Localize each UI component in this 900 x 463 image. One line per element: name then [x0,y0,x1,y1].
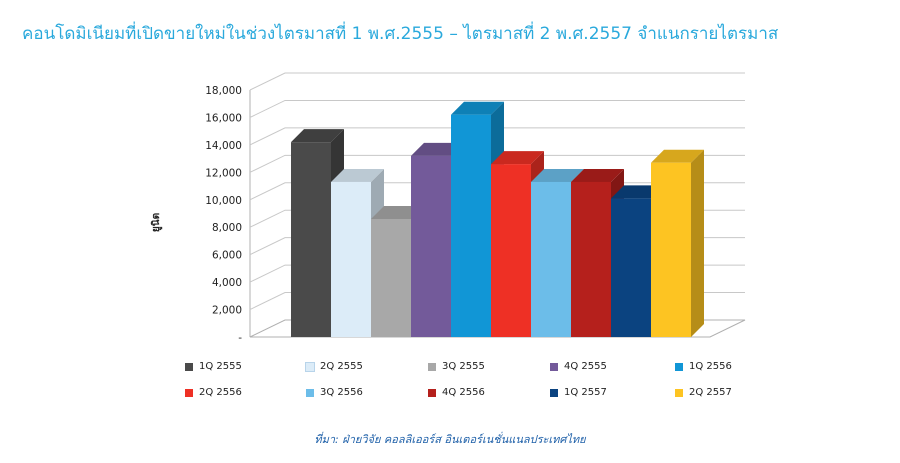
legend-label: 1Q 2555 [199,361,242,372]
y-tick-label: 14,000 [205,140,242,152]
source-note: ที่มา: ฝ่ายวิจัย คอลลิเออร์ส อินเตอร์เนช… [314,433,586,446]
legend-label: 3Q 2555 [442,361,485,372]
bar-side [691,149,704,337]
bar-top [331,168,384,182]
legend-swatch [185,362,193,371]
gridline [249,127,745,146]
bar-top [531,168,584,182]
bar-2q-2556 [491,164,531,337]
legend-item: 1Q 2555 [185,361,242,372]
legend-swatch [428,362,436,371]
legend-item: 3Q 2556 [306,387,363,398]
legend-item: 1Q 2557 [550,387,607,398]
bar-1q-2556 [451,114,491,337]
legend-swatch [550,388,558,397]
legend-label: 1Q 2556 [689,361,732,372]
legend-label: 2Q 2557 [689,387,732,398]
legend-item: 3Q 2555 [428,361,485,372]
bar-3q-2555 [371,218,411,337]
bar-1q-2555 [291,142,331,337]
bar-2q-2555 [331,181,371,337]
bar-top [291,129,344,143]
legend-label: 4Q 2556 [442,387,485,398]
y-tick-label: 10,000 [205,195,242,207]
gridline [249,99,745,118]
bar-top [491,151,544,165]
legend-swatch [428,388,436,397]
bar-3q-2556 [531,181,571,337]
y-tick-label: 18,000 [205,85,242,97]
y-tick-label: 2,000 [212,305,242,317]
y-tick-label: 12,000 [205,167,242,179]
gridline [249,72,745,91]
legend-item: 4Q 2555 [550,361,607,372]
bar-2q-2557 [651,162,691,337]
legend-label: 2Q 2555 [320,361,363,372]
legend-item: 2Q 2557 [675,387,732,398]
legend-label: 3Q 2556 [320,387,363,398]
y-tick-label: 6,000 [212,250,242,262]
y-tick-label: - [238,332,242,344]
legend-item: 2Q 2556 [185,387,242,398]
legend-swatch [185,388,193,397]
bar-1q-2557 [611,198,651,337]
gridline [249,154,745,173]
bar-4q-2555 [411,155,451,337]
legend-swatch [306,388,314,397]
legend-swatch [550,362,558,371]
legend-swatch [675,362,683,371]
bar-top [651,149,704,163]
bar-top [451,101,504,115]
legend-label: 4Q 2555 [564,361,607,372]
bar-top [611,185,664,199]
y-tick-label: 8,000 [212,222,242,234]
legend-label: 2Q 2556 [199,387,242,398]
y-axis-label: ยูนิต [151,212,163,233]
legend-swatch [305,361,315,372]
bar-top [371,205,424,219]
bar-4q-2556 [571,181,611,337]
legend-label: 1Q 2557 [564,387,607,398]
legend-swatch [675,388,683,397]
chart-title: คอนโดมิเนียมที่เปิดขายใหม่ในช่วงไตรมาสที… [22,24,779,44]
bar-top [411,142,464,156]
bar-top [571,168,624,182]
y-tick-label: 16,000 [205,112,242,124]
legend-item: 1Q 2556 [675,361,732,372]
y-tick-label: 4,000 [212,277,242,289]
legend-item: 2Q 2555 [305,361,363,372]
legend-item: 4Q 2556 [428,387,485,398]
